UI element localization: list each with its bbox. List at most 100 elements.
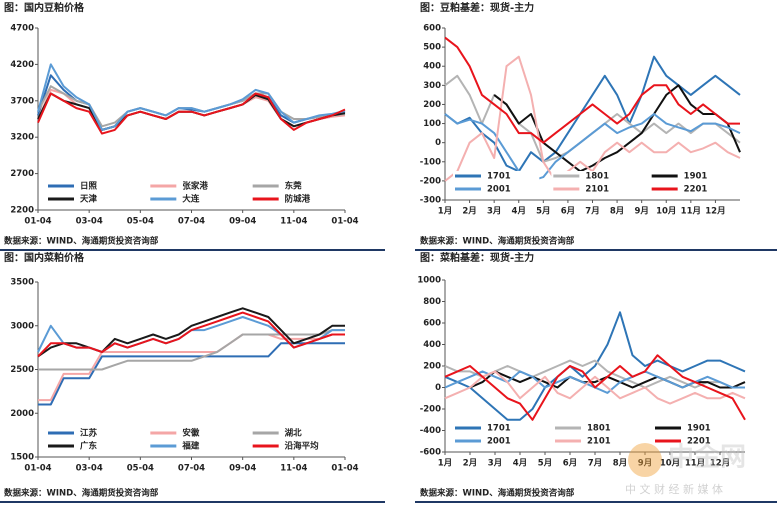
legend-label: 1701	[487, 172, 511, 182]
source-note: 数据来源：WIND、海通期货投资咨询部	[420, 488, 575, 499]
legend-label: 张家港	[182, 181, 208, 192]
x-tick-label: 05-04	[127, 464, 154, 474]
legend-bg	[453, 423, 541, 434]
x-tick-label: 1月	[438, 207, 452, 217]
legend-label: 江苏	[80, 428, 98, 439]
x-tick-label: 03-04	[76, 217, 103, 227]
legend-label: 广东	[80, 441, 98, 452]
x-tick-label: 7月	[588, 459, 602, 469]
legend-bg	[551, 184, 638, 195]
y-tick-label: -300	[420, 196, 441, 206]
watermark-tagline: 中 文 财 经 新 媒 体	[625, 482, 723, 496]
chart-title: 图：国内菜粕价格	[4, 251, 85, 264]
legend-bg	[250, 194, 341, 205]
series-line	[444, 354, 746, 421]
legend-label: 1801	[585, 172, 609, 182]
series-line	[444, 113, 741, 182]
y-tick-label: 600	[423, 24, 441, 34]
legend-label: 2101	[585, 185, 609, 195]
legend-bg	[553, 436, 641, 447]
series-line	[37, 311, 345, 358]
y-tick-label: -400	[420, 426, 441, 436]
legend-label: 1901	[684, 172, 708, 182]
y-tick-label: 2000	[10, 409, 34, 419]
legend-bg	[148, 181, 239, 192]
source-note: 数据来源：WIND、海通期货投资咨询部	[420, 236, 575, 247]
y-tick-label: 0	[435, 138, 441, 148]
y-tick-label: 500	[423, 43, 441, 53]
y-tick-label: 4200	[10, 60, 34, 70]
legend-bg	[46, 428, 137, 439]
legend-label: 沿海平均	[284, 441, 320, 452]
x-tick-label: 11月	[681, 207, 701, 217]
legend-bg	[148, 441, 239, 452]
y-tick-label: 400	[423, 340, 441, 350]
x-tick-label: 3月	[487, 207, 501, 217]
x-tick-label: 01-04	[24, 217, 51, 227]
y-tick-label: 600	[423, 319, 441, 329]
x-tick-label: 5月	[536, 207, 550, 217]
chart-title: 图：菜粕基差：现货-主力	[420, 251, 534, 264]
legend-bg	[46, 181, 137, 192]
legend-label: 1901	[687, 424, 711, 434]
y-tick-label: 4700	[10, 24, 34, 34]
x-tick-label: 11-04	[280, 217, 307, 227]
legend-label: 天津	[80, 194, 98, 205]
x-tick-label: 03-04	[76, 464, 103, 474]
series-line	[37, 92, 346, 135]
legend-bg	[553, 423, 641, 434]
legend-bg	[250, 181, 341, 192]
y-tick-label: 2500	[10, 365, 34, 375]
legend-bg	[250, 441, 341, 452]
y-tick-label: 2200	[10, 206, 34, 216]
y-tick-label: 3500	[10, 278, 34, 288]
legend-bg	[46, 194, 137, 205]
legend-bg	[649, 171, 736, 182]
chart-title: 图：豆粕基差：现货-主力	[420, 1, 534, 14]
series-line	[38, 333, 345, 402]
legend-label: 湖北	[285, 428, 303, 439]
x-tick-label: 07-04	[178, 217, 205, 227]
x-tick-label: 3月	[488, 459, 502, 469]
series-line	[37, 63, 346, 131]
x-tick-label: 9月	[638, 459, 652, 469]
legend-label: 1801	[587, 424, 611, 434]
x-tick-label: 11-04	[280, 464, 307, 474]
y-tick-label: 100	[423, 119, 441, 129]
x-tick-label: 12月	[710, 459, 730, 469]
legend-label: 大连	[182, 194, 200, 205]
y-tick-label: -600	[420, 448, 441, 458]
x-tick-label: 9月	[634, 207, 648, 217]
y-tick-label: 0	[435, 383, 441, 393]
x-tick-label: 6月	[561, 207, 575, 217]
legend-label: 福建	[181, 441, 200, 452]
x-tick-label: 5月	[538, 459, 552, 469]
x-tick-label: 11月	[685, 459, 705, 469]
legend-bg	[453, 436, 541, 447]
y-tick-label: 200	[423, 362, 441, 372]
x-tick-label: 2月	[463, 459, 477, 469]
x-tick-label: 07-04	[178, 464, 205, 474]
legend-label: 2201	[684, 185, 708, 195]
x-tick-label: 09-04	[229, 464, 256, 474]
legend-label: 安徽	[182, 428, 200, 439]
y-tick-label: 200	[423, 100, 441, 110]
y-tick-label: 3700	[10, 96, 34, 106]
x-tick-label: 8月	[613, 459, 627, 469]
series-line	[444, 55, 741, 173]
legend-bg	[653, 436, 741, 447]
chart-title: 图：国内豆粕价格	[4, 1, 85, 14]
series-line	[493, 84, 741, 173]
x-tick-label: 12月	[705, 207, 725, 217]
legend-label: 2201	[687, 437, 711, 447]
y-tick-label: 2700	[10, 169, 34, 179]
x-tick-label: 2月	[462, 207, 476, 217]
y-tick-label: 3200	[10, 133, 34, 143]
x-tick-label: 1月	[438, 459, 452, 469]
legend-label: 2001	[487, 185, 511, 195]
legend-label: 东莞	[285, 181, 303, 192]
source-note: 数据来源：WIND、海通期货投资咨询部	[4, 488, 159, 499]
x-tick-label: 7月	[585, 207, 599, 217]
watermark-logo: 中金网	[668, 442, 746, 473]
